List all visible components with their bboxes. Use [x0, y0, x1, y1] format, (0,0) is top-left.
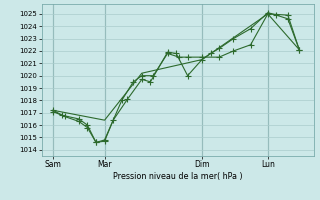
X-axis label: Pression niveau de la mer( hPa ): Pression niveau de la mer( hPa ) [113, 172, 243, 181]
